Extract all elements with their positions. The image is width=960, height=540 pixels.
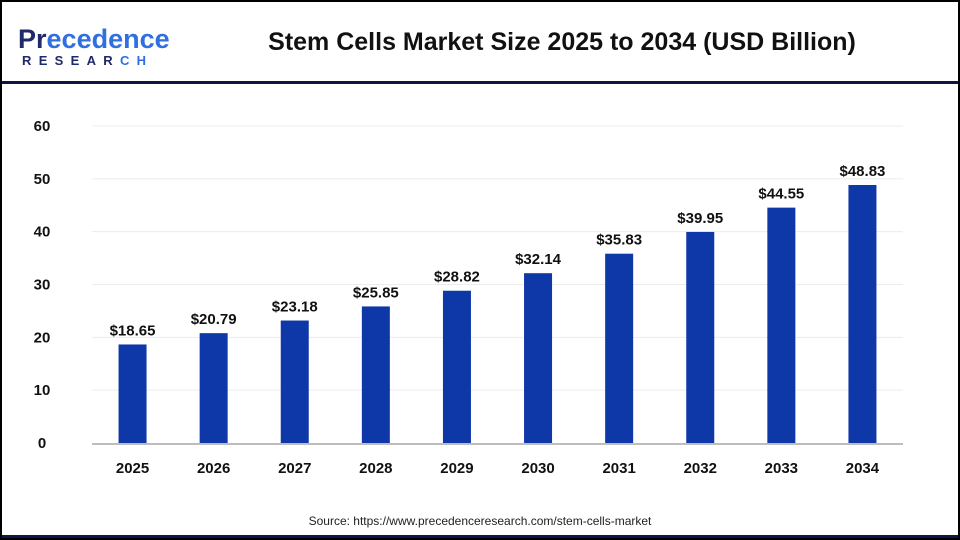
bar <box>361 306 390 443</box>
x-tick-label: 2027 <box>278 460 311 477</box>
bar <box>118 344 147 443</box>
logo-text: Precedence <box>18 24 170 54</box>
bar <box>605 253 634 443</box>
logo-subtext: RESEARCH <box>22 53 154 68</box>
x-tick-label: 2034 <box>846 460 880 477</box>
y-tick-label: 50 <box>34 171 51 188</box>
y-tick-label: 30 <box>34 277 51 294</box>
x-tick-label: 2028 <box>359 460 392 477</box>
y-tick-label: 40 <box>34 224 51 241</box>
bar <box>199 333 228 443</box>
data-label: $18.65 <box>110 322 156 339</box>
bar <box>767 207 796 443</box>
x-tick-label: 2031 <box>602 460 635 477</box>
y-tick-label: 60 <box>34 118 51 135</box>
bar <box>686 231 715 443</box>
x-tick-label: 2032 <box>684 460 717 477</box>
data-label: $25.85 <box>353 284 399 301</box>
data-label: $23.18 <box>272 299 318 316</box>
data-label: $44.55 <box>758 186 804 203</box>
bar <box>280 320 309 443</box>
x-tick-label: 2026 <box>197 460 230 477</box>
data-label: $48.83 <box>840 163 886 180</box>
footer-divider <box>2 535 958 538</box>
data-label: $32.14 <box>515 251 562 268</box>
x-tick-label: 2033 <box>765 460 798 477</box>
x-tick-label: 2030 <box>521 460 554 477</box>
logo: Precedence RESEARCH <box>18 24 170 69</box>
bar <box>524 273 553 443</box>
data-label: $35.83 <box>596 232 642 249</box>
bar <box>848 185 877 443</box>
bar <box>442 290 471 443</box>
data-label: $28.82 <box>434 269 480 286</box>
y-tick-label: 10 <box>34 382 51 399</box>
y-tick-label: 20 <box>34 329 51 346</box>
data-label: $39.95 <box>677 210 723 227</box>
header-divider <box>2 81 958 84</box>
chart-title: Stem Cells Market Size 2025 to 2034 (USD… <box>268 28 856 56</box>
x-tick-label: 2025 <box>116 460 149 477</box>
y-tick-label: 0 <box>38 435 46 452</box>
x-tick-label: 2029 <box>440 460 473 477</box>
data-label: $20.79 <box>191 311 237 328</box>
source-note: Source: https://www.precedenceresearch.c… <box>308 514 652 528</box>
